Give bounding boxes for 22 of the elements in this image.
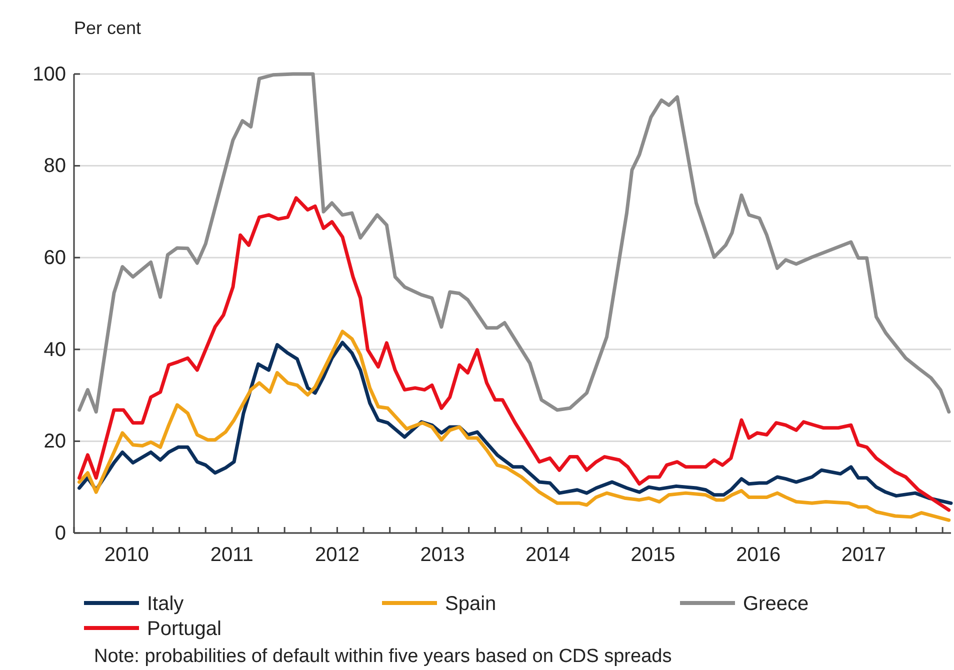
text: Note: probabilities of default within five years based on CDS spreads [94, 646, 672, 667]
legend-label: Spain [445, 593, 496, 615]
y-tick-label: 0 [54, 522, 66, 544]
y-tick-label: 20 [44, 430, 66, 453]
x-tick-label: 2016 [736, 544, 781, 566]
legend-label: Portugal [147, 618, 222, 640]
y-axis-title: Per cent [74, 18, 142, 38]
x-tick-label: 2013 [420, 544, 465, 566]
x-tick-label: 2015 [630, 544, 676, 566]
x-tick-label: 2010 [104, 544, 149, 566]
y-tick-label: 80 [44, 155, 66, 178]
y-tick-label: 100 [32, 63, 66, 86]
line-series [78, 196, 951, 512]
line-series [78, 72, 951, 414]
legend-label: Greece [743, 593, 809, 615]
legend-label: Italy [147, 593, 184, 615]
x-tick-label: 2012 [314, 544, 360, 566]
y-tick-label: 40 [44, 338, 66, 361]
x-tick-label: 2011 [210, 544, 254, 566]
x-tick-label: 2014 [526, 544, 570, 566]
y-tick-label: 60 [44, 247, 66, 269]
x-tick-label: 2017 [841, 544, 886, 566]
